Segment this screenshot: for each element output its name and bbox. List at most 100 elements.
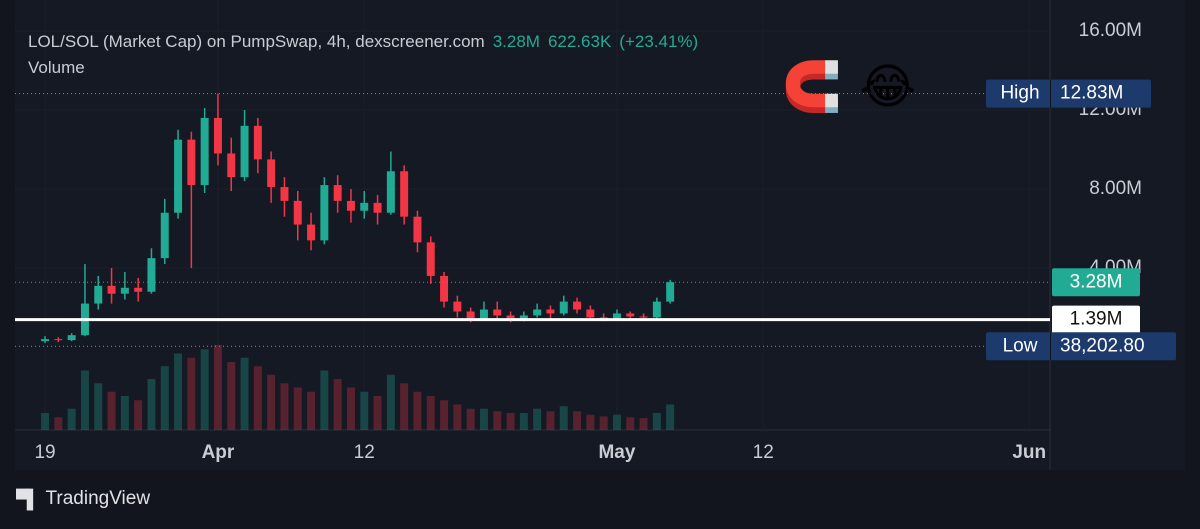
candle-body (213, 117, 222, 154)
candle-body (360, 202, 369, 211)
candle-body (573, 301, 582, 310)
volume-bar (267, 374, 276, 430)
sticker: 😂 (859, 59, 916, 115)
candle-body (307, 224, 316, 241)
candle-body (187, 139, 196, 186)
volume-bar (426, 396, 435, 430)
candle-body (346, 200, 355, 211)
candle-body (174, 139, 183, 213)
volume-bar (599, 416, 608, 430)
x-tick-label: 19 (34, 442, 55, 463)
volume-bar (493, 411, 502, 430)
volume-bar (506, 413, 515, 430)
candle-body (639, 316, 648, 318)
price-line-value: 38,202.80 (1060, 335, 1145, 356)
volume-bar (107, 391, 116, 430)
candle-body (519, 315, 528, 320)
volume-bar (94, 383, 103, 430)
x-tick-label: Jun (1012, 442, 1046, 463)
price-line-name: High (1000, 83, 1039, 104)
x-tick-label: 12 (753, 442, 774, 463)
candle-body (293, 200, 302, 225)
volume-bar (413, 391, 422, 430)
volume-bar (120, 396, 129, 430)
volume-bar (253, 366, 262, 430)
candle-body (493, 309, 502, 316)
x-tick-label: May (598, 442, 635, 463)
candle-body (612, 313, 621, 319)
x-tick-label: Apr (202, 442, 235, 463)
volume-bar (386, 374, 395, 430)
volume-bar (293, 387, 302, 430)
volume-bar (227, 362, 236, 430)
candle-body (479, 309, 488, 319)
header-value: (+23.41%) (619, 32, 699, 51)
candle-body (107, 285, 116, 294)
candle-body (41, 339, 50, 342)
y-tick-label: 8.00M (1089, 178, 1142, 199)
candle-body (386, 171, 395, 213)
price-line-value: 3.28M (1070, 271, 1123, 292)
candle-body (54, 339, 63, 341)
candle-body (426, 242, 435, 276)
volume-bar (67, 408, 76, 430)
chart-title: LOL/SOL (Market Cap) on PumpSwap, 4h, de… (28, 32, 485, 51)
x-tick-label: 12 (354, 442, 375, 463)
candle-body (533, 309, 542, 316)
candle-body (373, 202, 382, 213)
header-value: 622.63K (547, 32, 612, 51)
candle-body (400, 171, 409, 217)
price-label-box (1052, 305, 1140, 334)
volume-bar (546, 411, 555, 430)
volume-bar (666, 404, 675, 430)
candle-body (280, 187, 289, 201)
candle-body (253, 125, 262, 160)
price-label-box (986, 332, 1176, 361)
volume-bar (147, 379, 156, 430)
candle-body (586, 309, 595, 318)
volume-bar (612, 414, 621, 430)
volume-bar (346, 387, 355, 430)
price-label-box (986, 79, 1151, 108)
candle-body (453, 301, 462, 312)
candle-body (267, 159, 276, 188)
brand-icon: ▀▌ (16, 488, 39, 509)
volume-bar (652, 413, 661, 430)
volume-bar (174, 353, 183, 430)
candle-body (320, 185, 329, 241)
volume-bar (213, 345, 222, 430)
brand: ▀▌ TradingView (16, 488, 150, 510)
volume-bar (400, 383, 409, 430)
header-value: 3.28M (492, 32, 540, 51)
candle-body (134, 287, 143, 292)
candle-body (559, 301, 568, 314)
price-label-sep (1050, 332, 1051, 361)
volume-bar (373, 396, 382, 430)
volume-bar (559, 406, 568, 430)
volume-bar (626, 417, 635, 430)
brand-text: TradingView (45, 488, 151, 509)
volume-bar (440, 400, 449, 430)
candle-body (666, 282, 675, 302)
volume-bar (80, 370, 89, 430)
volume-bar (280, 383, 289, 430)
volume-bar (187, 357, 196, 430)
volume-bar (586, 414, 595, 430)
volume-bar (320, 370, 329, 430)
stickers: 🧲 😂 (782, 58, 934, 115)
volume-bar (466, 408, 475, 430)
volume-bar (200, 349, 209, 430)
volume-bar (533, 408, 542, 430)
volume-bar (160, 366, 169, 430)
candle-body (147, 258, 156, 292)
candle-body (626, 313, 635, 317)
sticker: 🧲 (782, 59, 842, 115)
volume-bar (479, 408, 488, 430)
candle-body (599, 317, 608, 319)
price-label-sep (1050, 79, 1051, 108)
header: LOL/SOL (Market Cap) on PumpSwap, 4h, de… (28, 32, 706, 52)
volume-bar (519, 413, 528, 430)
y-tick-label: 16.00M (1079, 20, 1142, 41)
